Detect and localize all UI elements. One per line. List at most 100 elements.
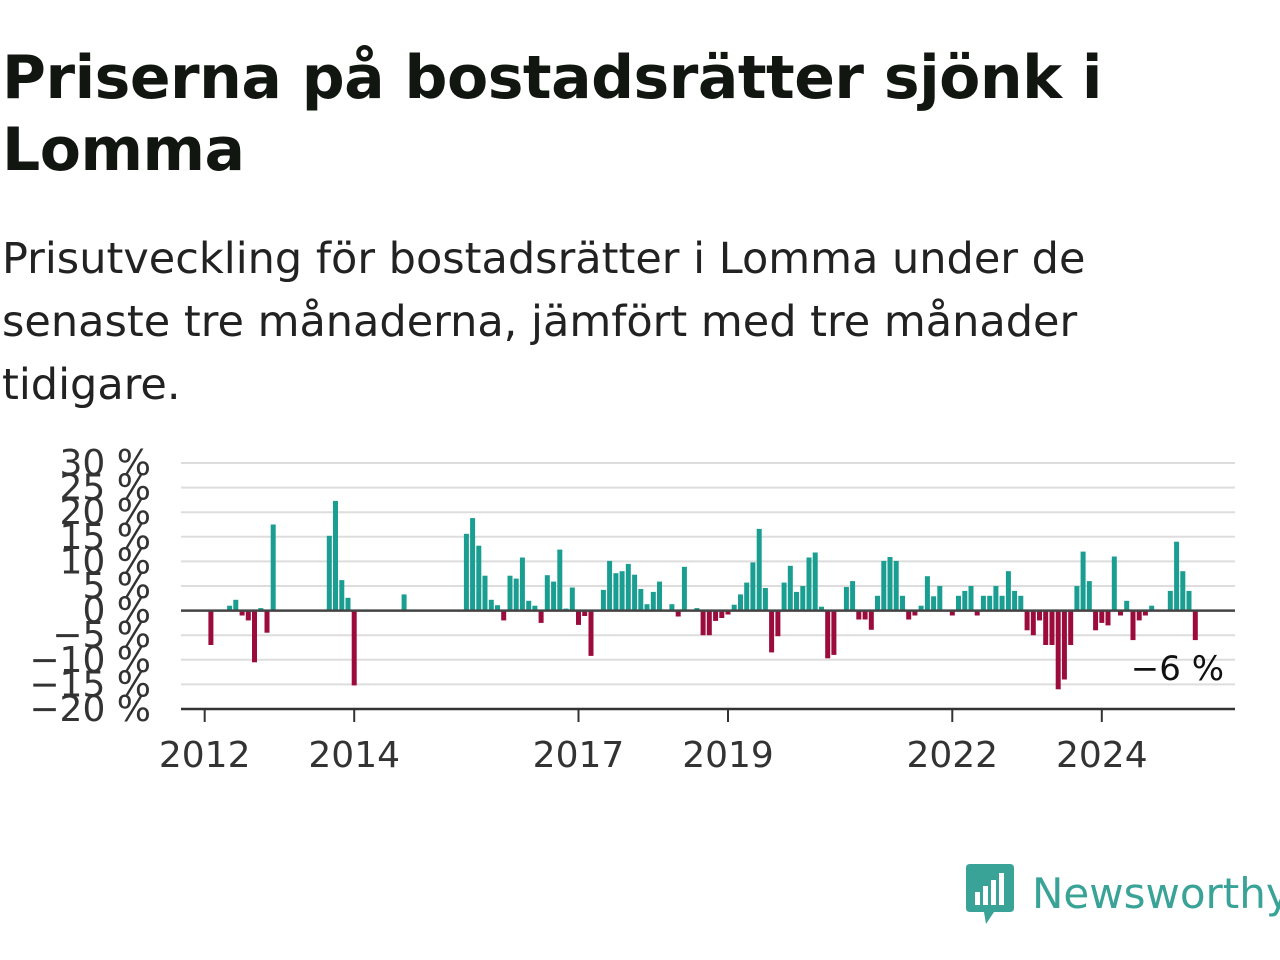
- y-tick-label: 0 %: [82, 591, 151, 632]
- bar: [812, 552, 818, 611]
- bar: [513, 578, 519, 611]
- bar: [1037, 610, 1042, 621]
- y-tick-label: −5 %: [52, 615, 151, 656]
- bar: [519, 557, 525, 611]
- bar: [825, 610, 831, 659]
- bar: [544, 575, 550, 611]
- bar: [1068, 610, 1074, 645]
- x-tick-label: 2019: [682, 735, 774, 776]
- bar: [775, 610, 781, 637]
- x-tick-label: 2022: [906, 735, 998, 776]
- bar: [582, 610, 588, 616]
- y-tick-label: −20 %: [29, 689, 151, 730]
- bar: [1061, 610, 1067, 680]
- x-tick-label: 2014: [308, 735, 400, 776]
- bar: [744, 582, 750, 611]
- bar: [974, 610, 980, 616]
- bar: [681, 566, 687, 611]
- bar: [1024, 610, 1030, 631]
- bar: [233, 599, 239, 611]
- bar: [1086, 581, 1092, 611]
- chart-title: Priserna på bostadsrätter sjönk i Lomma: [2, 43, 1102, 185]
- bar: [750, 562, 756, 611]
- bar: [856, 610, 862, 620]
- gridlines: [181, 462, 1235, 686]
- bar: [980, 595, 986, 611]
- bar: [1030, 610, 1036, 636]
- y-axis-labels: 30 %25 %20 %15 %10 %5 %0 %−5 %−10 %−15 %…: [29, 443, 151, 730]
- bar: [1049, 610, 1055, 645]
- bar: [401, 594, 407, 611]
- bar: [1055, 610, 1061, 690]
- bar: [482, 575, 488, 611]
- bar: [700, 610, 706, 636]
- bar: [532, 605, 538, 611]
- x-axis-labels: 2012 2014 2017 2019 2022 2024: [159, 735, 1148, 776]
- bar: [351, 610, 357, 686]
- bar: [806, 557, 812, 611]
- bar: [794, 591, 799, 611]
- bar: [1149, 605, 1155, 611]
- bar: [488, 599, 494, 611]
- bar: [1093, 610, 1099, 631]
- bar: [1099, 610, 1105, 623]
- bar: [463, 533, 469, 611]
- bar: [918, 605, 924, 611]
- bar: [762, 588, 768, 611]
- bar: [900, 595, 905, 611]
- bar: [669, 604, 675, 611]
- y-tick-label: −15 %: [29, 664, 151, 705]
- bar: [999, 595, 1005, 611]
- last-value-label: −6 %: [1131, 649, 1224, 689]
- bar: [694, 608, 700, 611]
- bar: [1142, 610, 1148, 616]
- bar: [208, 610, 214, 645]
- bar: [800, 586, 806, 611]
- bar: [1111, 556, 1117, 611]
- bar: [650, 591, 656, 611]
- x-tick-label: 2012: [159, 735, 251, 776]
- bar: [538, 610, 544, 623]
- y-tick-label: 25 %: [60, 468, 151, 509]
- bar: [345, 597, 351, 611]
- bar: [1074, 586, 1080, 611]
- bar: [339, 580, 345, 611]
- bar: [912, 610, 918, 616]
- chart-subtitle: Prisutveckling för bostadsrätter i Lomma…: [2, 234, 1086, 410]
- bar: [843, 587, 849, 611]
- bar: [956, 595, 961, 611]
- bar: [968, 586, 974, 611]
- bar: [881, 560, 887, 611]
- bar: [906, 610, 912, 620]
- bar: [625, 563, 631, 611]
- brand-logo: Newsworthy: [964, 862, 1280, 926]
- bar: [1012, 590, 1018, 611]
- x-tick-label: 2017: [533, 735, 625, 776]
- bar: [1186, 590, 1192, 611]
- bar: [638, 589, 644, 611]
- y-tick-label: 15 %: [60, 517, 151, 558]
- bar: [731, 604, 737, 611]
- bars: [208, 500, 1198, 690]
- bar: [781, 582, 787, 611]
- newsworthy-bar-chart-icon: [966, 864, 1014, 924]
- bar: [252, 610, 257, 663]
- bar: [706, 610, 712, 636]
- y-tick-label: 20 %: [60, 492, 151, 533]
- bar: [962, 590, 968, 611]
- bar: [576, 610, 581, 625]
- bar: [1043, 610, 1049, 645]
- bar: [495, 605, 500, 611]
- bar: [526, 600, 532, 611]
- bar: [819, 606, 824, 611]
- bar: [862, 610, 868, 620]
- bar: [476, 545, 482, 611]
- bar: [569, 587, 575, 611]
- bar: [738, 594, 743, 611]
- bar: [893, 560, 899, 611]
- bar: [619, 571, 625, 611]
- bar: [937, 586, 943, 611]
- y-tick-label: 10 %: [60, 541, 151, 582]
- bar: [769, 610, 775, 653]
- bar: [632, 574, 638, 611]
